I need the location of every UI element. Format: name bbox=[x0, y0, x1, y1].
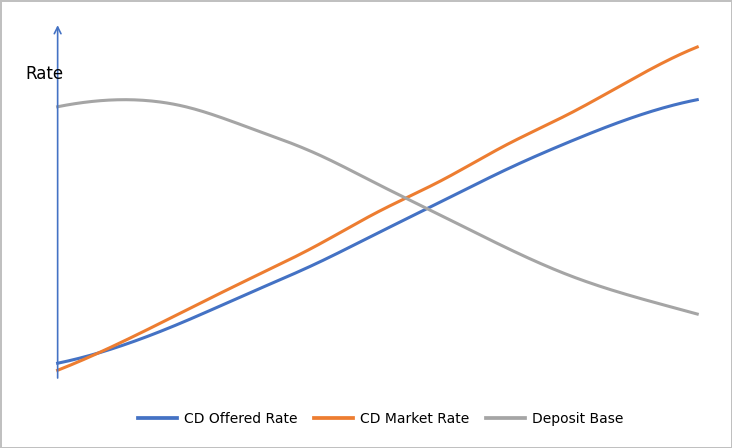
Text: Rate: Rate bbox=[26, 65, 64, 82]
Legend: CD Offered Rate, CD Market Rate, Deposit Base: CD Offered Rate, CD Market Rate, Deposit… bbox=[132, 406, 629, 431]
